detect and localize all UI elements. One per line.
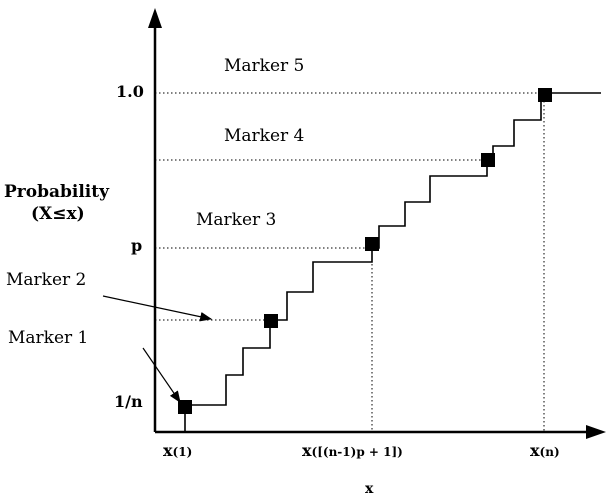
marker-2-arrow — [102, 295, 213, 322]
x-axis-title: x — [365, 481, 374, 497]
marker-2-label: Marker 2 — [6, 270, 87, 290]
marker-5-label: Marker 5 — [224, 56, 305, 76]
y-axis-title-line2: (X≤x) — [31, 204, 85, 224]
marker-1-arrow — [142, 347, 181, 403]
square-marker-1 — [178, 400, 192, 414]
y-tick-p: p — [131, 236, 143, 255]
y-axis-arrow — [148, 8, 162, 28]
square-marker-2 — [264, 314, 278, 328]
marker-4-label: Marker 4 — [224, 126, 305, 146]
y-tick-1-0: 1.0 — [116, 82, 144, 101]
sample-points — [178, 88, 552, 414]
x-tick-quantile: x([(n-1)p + 1]) — [302, 441, 403, 460]
square-marker-5 — [538, 88, 552, 102]
reference-lines — [155, 92, 545, 432]
y-tick-1-over-n: 1/n — [114, 392, 143, 411]
y-axis-title-line1: Probability — [4, 182, 109, 202]
x-tick-last: x(n) — [530, 441, 560, 460]
marker-1-label: Marker 1 — [8, 328, 89, 348]
marker-3-label: Marker 3 — [196, 210, 277, 230]
x-axis-arrow — [586, 425, 606, 439]
x-tick-first: x(1) — [163, 441, 193, 460]
square-marker-3 — [365, 237, 379, 251]
square-marker-4 — [481, 153, 495, 167]
